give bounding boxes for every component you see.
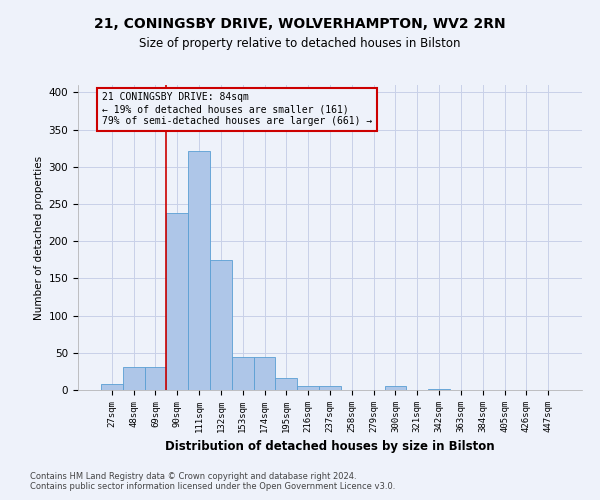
Bar <box>254 356 275 390</box>
Bar <box>166 213 188 390</box>
Text: Contains public sector information licensed under the Open Government Licence v3: Contains public sector information licen… <box>30 482 395 491</box>
X-axis label: Distribution of detached houses by size in Bilston: Distribution of detached houses by size … <box>165 440 495 454</box>
Bar <box>385 386 406 390</box>
Bar <box>232 356 254 390</box>
Text: Size of property relative to detached houses in Bilston: Size of property relative to detached ho… <box>139 38 461 51</box>
Bar <box>101 384 123 390</box>
Text: 21 CONINGSBY DRIVE: 84sqm
← 19% of detached houses are smaller (161)
79% of semi: 21 CONINGSBY DRIVE: 84sqm ← 19% of detac… <box>102 92 372 126</box>
Bar <box>210 260 232 390</box>
Bar <box>428 388 450 390</box>
Bar <box>319 386 341 390</box>
Bar <box>145 367 166 390</box>
Text: 21, CONINGSBY DRIVE, WOLVERHAMPTON, WV2 2RN: 21, CONINGSBY DRIVE, WOLVERHAMPTON, WV2 … <box>94 18 506 32</box>
Bar <box>297 386 319 390</box>
Text: Contains HM Land Registry data © Crown copyright and database right 2024.: Contains HM Land Registry data © Crown c… <box>30 472 356 481</box>
Bar <box>275 378 297 390</box>
Bar <box>123 367 145 390</box>
Y-axis label: Number of detached properties: Number of detached properties <box>34 156 44 320</box>
Bar <box>188 151 210 390</box>
